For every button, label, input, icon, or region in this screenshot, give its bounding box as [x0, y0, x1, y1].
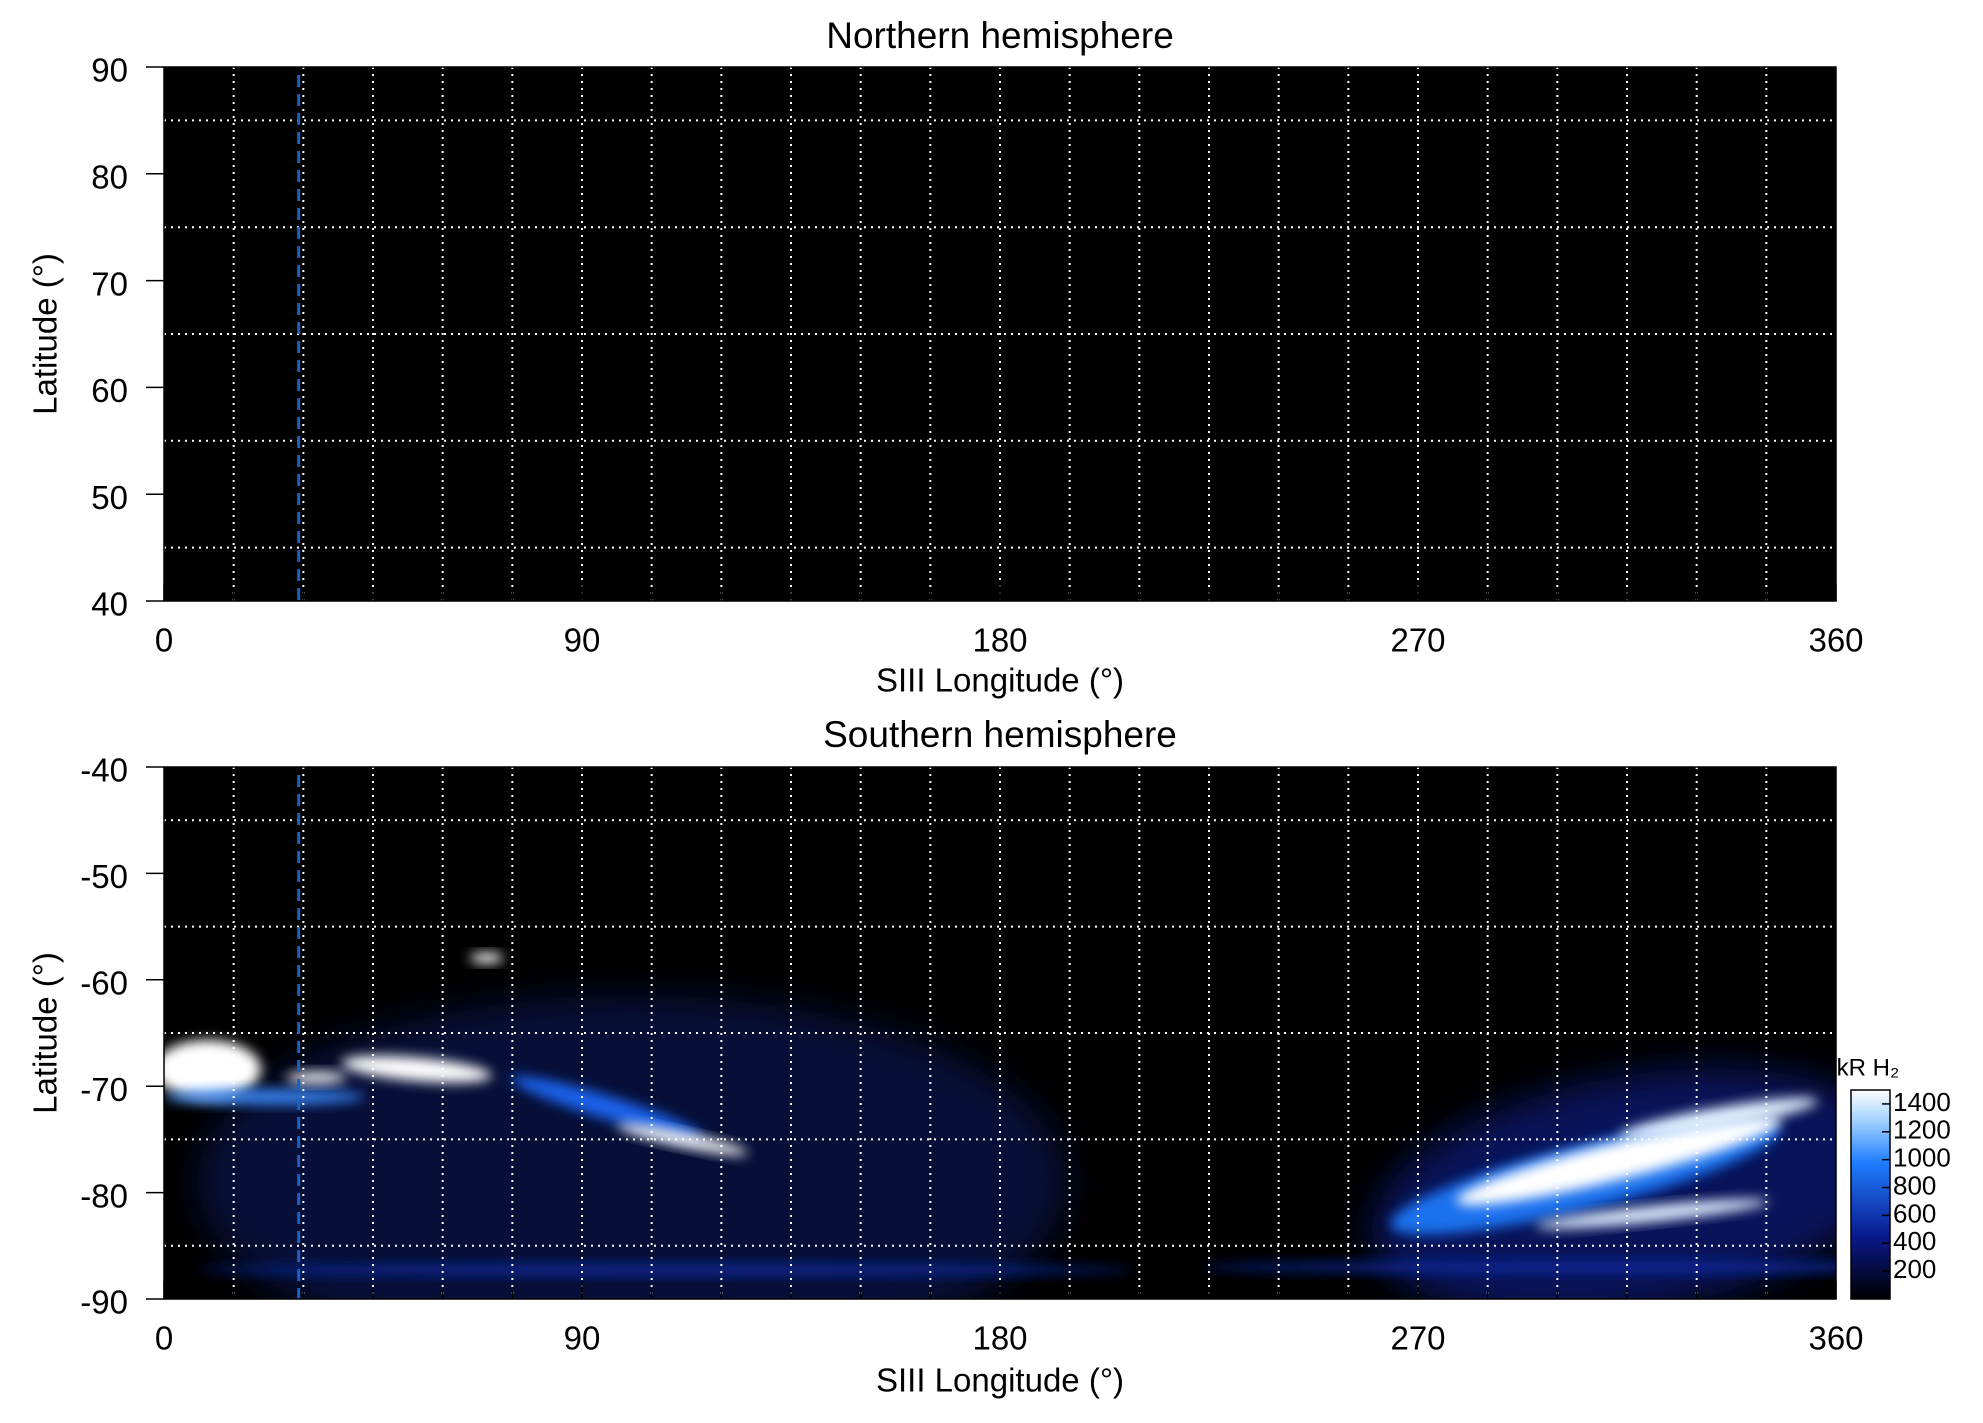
x-tick-label: 90: [564, 1320, 601, 1357]
y-tick-label: -40: [80, 752, 128, 789]
colorbar-label: kR H₂: [1837, 1054, 1900, 1081]
emission: [197, 1263, 1134, 1277]
emission-image: [164, 952, 1836, 1299]
emission: [164, 1088, 365, 1105]
x-tick-label: 270: [1390, 622, 1445, 659]
colorbar-tick-label: 600: [1893, 1198, 1936, 1228]
colorbar-tick-label: 800: [1893, 1170, 1936, 1200]
y-tick-label: 70: [91, 265, 128, 302]
panel-title: Northern hemisphere: [826, 15, 1174, 56]
colorbar-tick-label: 1200: [1893, 1115, 1951, 1145]
x-tick-label: 360: [1808, 1320, 1863, 1357]
x-tick-label: 0: [155, 1320, 173, 1357]
x-tick-label: 90: [564, 622, 601, 659]
x-tick-label: 180: [972, 1320, 1027, 1357]
emission: [286, 1071, 347, 1085]
y-tick-label: 80: [91, 159, 128, 196]
emission: [511, 1076, 704, 1139]
colorbar: [1850, 1089, 1891, 1300]
colorbar-tick-label: 1000: [1893, 1143, 1951, 1173]
y-tick-label: 60: [91, 372, 128, 409]
y-tick-label: -90: [80, 1284, 128, 1321]
emission: [1200, 1260, 1836, 1274]
emission: [1535, 1199, 1769, 1229]
y-tick-label: 50: [91, 479, 128, 516]
colorbar-tick-label: 400: [1893, 1226, 1936, 1256]
x-axis-label: SIII Longitude (°): [876, 662, 1124, 699]
emission: [1620, 1097, 1818, 1139]
emission: [164, 1039, 261, 1099]
y-tick-label: 90: [91, 52, 128, 89]
emission: [469, 952, 504, 964]
panel-title: Southern hemisphere: [823, 714, 1177, 755]
x-axis-label: SIII Longitude (°): [876, 1362, 1124, 1399]
y-tick-label: -70: [80, 1071, 128, 1108]
y-tick-label: -80: [80, 1177, 128, 1214]
y-tick-label: 40: [91, 586, 128, 623]
y-axis-label: Latitude (°): [27, 253, 64, 415]
colorbar-tick-label: 1400: [1893, 1087, 1951, 1117]
x-tick-label: 0: [155, 622, 173, 659]
y-tick-label: -50: [80, 858, 128, 895]
x-tick-label: 180: [972, 622, 1027, 659]
emission: [1456, 1116, 1781, 1205]
y-axis-label: Latitude (°): [27, 952, 64, 1114]
x-tick-label: 270: [1390, 1320, 1445, 1357]
x-tick-label: 360: [1808, 622, 1863, 659]
colorbar-tick-label: 200: [1893, 1254, 1936, 1284]
emission: [197, 995, 1067, 1299]
y-tick-label: -60: [80, 965, 128, 1002]
emission: [341, 1055, 492, 1083]
